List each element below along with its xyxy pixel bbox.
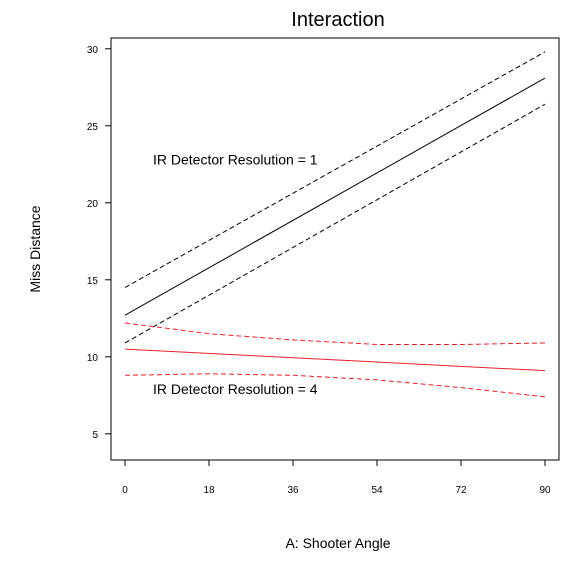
annotation-label: IR Detector Resolution = 1 [153, 151, 318, 167]
x-axis-label: A: Shooter Angle [285, 535, 390, 551]
y-tick-label: 10 [87, 353, 99, 364]
x-tick-label: 72 [455, 485, 467, 496]
x-tick-label: 90 [539, 485, 551, 496]
chart-title: Interaction [291, 9, 384, 31]
x-tick-label: 0 [122, 485, 128, 496]
x-axis-ticks: 0 18 36 54 72 90 [122, 460, 551, 496]
x-tick-label: 18 [203, 485, 215, 496]
confidence-band-line-res4 [124, 373, 546, 398]
fit-line-res1 [124, 77, 546, 316]
annotation-label: IR Detector Resolution = 4 [153, 381, 318, 397]
annotations: IR Detector Resolution = 1 IR Detector Re… [153, 151, 318, 396]
confidence-band-line-res1 [124, 103, 546, 344]
series-lines [124, 51, 546, 398]
y-axis-ticks: 5 10 15 20 25 30 [87, 45, 111, 441]
confidence-band-line-res4 [124, 322, 546, 345]
x-tick-label: 36 [287, 485, 299, 496]
y-tick-label: 20 [87, 199, 99, 210]
plot-frame [110, 37, 560, 461]
x-tick-label: 54 [371, 485, 383, 496]
y-tick-label: 25 [87, 122, 99, 133]
y-tick-label: 15 [87, 276, 99, 287]
y-tick-label: 30 [87, 45, 99, 56]
fit-line-res4 [124, 348, 546, 372]
y-tick-label: 5 [92, 430, 98, 441]
confidence-band-line-res1 [124, 51, 546, 288]
y-axis-label: Miss Distance [27, 205, 43, 292]
